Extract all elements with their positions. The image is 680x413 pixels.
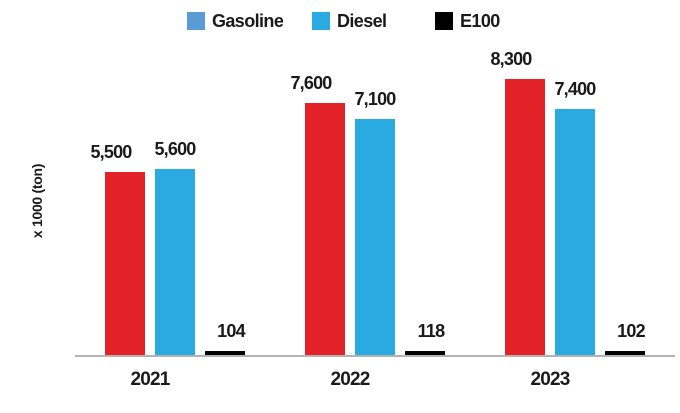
bar-e100-2023 xyxy=(605,351,645,355)
bar-gasoline-2023 xyxy=(505,79,545,355)
value-label-e100-2021: 104 xyxy=(217,321,245,341)
bar-gasoline-2021 xyxy=(105,172,145,355)
value-label-diesel-2021: 5,600 xyxy=(154,139,196,159)
legend-swatch-e100 xyxy=(435,12,453,30)
x-tick-label-2021: 2021 xyxy=(130,369,170,390)
legend-item-e100: E100 xyxy=(435,11,500,31)
bar-diesel-2022 xyxy=(355,119,395,355)
legend-label: E100 xyxy=(460,10,500,31)
bar-e100-2021 xyxy=(205,351,245,355)
bar-e100-2022 xyxy=(405,351,445,355)
x-tick-label-2023: 2023 xyxy=(530,369,570,390)
legend-swatch-diesel xyxy=(312,12,330,30)
bar-diesel-2023 xyxy=(555,109,595,355)
y-axis-label: x 1000 (ton) xyxy=(29,163,45,239)
legend-item-diesel: Diesel xyxy=(312,10,387,31)
value-label-gasoline-2023: 8,300 xyxy=(490,49,532,69)
value-label-diesel-2023: 7,400 xyxy=(554,79,596,99)
legend-item-gasoline: Gasoline xyxy=(187,10,284,31)
value-label-gasoline-2021: 5,500 xyxy=(90,142,132,162)
legend-label: Gasoline xyxy=(212,10,284,31)
value-label-e100-2022: 118 xyxy=(417,321,445,341)
x-tick-label-2022: 2022 xyxy=(330,369,370,390)
legend-label: Diesel xyxy=(337,10,387,31)
value-label-e100-2023: 102 xyxy=(617,321,645,341)
bar-gasoline-2022 xyxy=(305,103,345,355)
x-axis-line xyxy=(75,355,675,357)
value-label-gasoline-2022: 7,600 xyxy=(290,73,332,93)
legend-swatch-gasoline xyxy=(187,12,205,30)
bar-diesel-2021 xyxy=(155,169,195,355)
value-label-diesel-2022: 7,100 xyxy=(354,89,396,109)
